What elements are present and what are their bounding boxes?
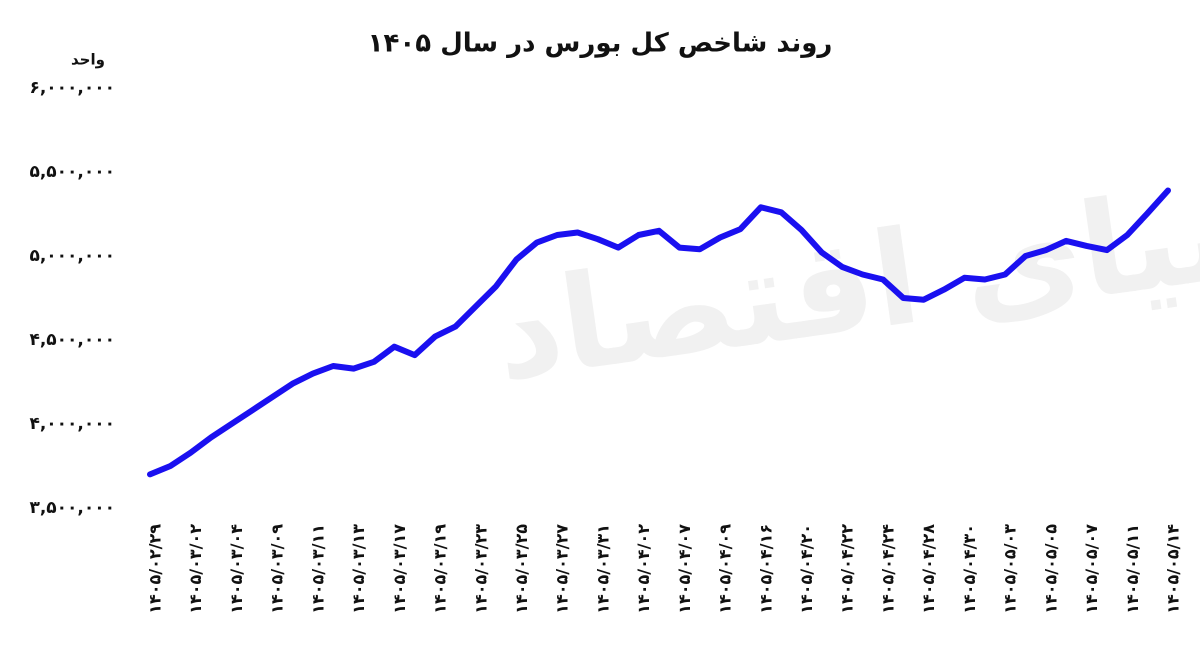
x-tick-label: ۱۴۰۵/۰۳/۳۱: [593, 524, 612, 614]
y-tick-label: ۴,۵۰۰,۰۰۰: [29, 330, 115, 350]
x-tick-label: ۱۴۰۵/۰۵/۱۱: [1123, 524, 1142, 614]
watermark: دنیای اقتصاد: [485, 147, 1200, 410]
x-tick-label: ۱۴۰۵/۰۳/۲۳: [471, 524, 490, 614]
y-tick-label: ۶,۰۰۰,۰۰۰: [29, 78, 115, 98]
x-tick-label: ۱۴۰۵/۰۴/۰۲: [634, 524, 653, 614]
series-line: [147, 187, 1171, 478]
x-tick-label: ۱۴۰۵/۰۴/۱۶: [756, 524, 775, 614]
x-tick-label: ۱۴۰۵/۰۳/۰۴: [227, 524, 246, 614]
x-tick-label: ۱۴۰۵/۰۴/۲۸: [919, 524, 938, 614]
x-tick-label: ۱۴۰۵/۰۴/۰۷: [675, 524, 694, 614]
x-tick-label: ۱۴۰۵/۰۴/۲۴: [878, 524, 897, 614]
x-tick-label: ۱۴۰۵/۰۳/۲۵: [512, 524, 531, 614]
x-tick-label: ۱۴۰۵/۰۳/۱۱: [308, 524, 327, 614]
x-tick-label: ۱۴۰۵/۰۳/۰۹: [268, 524, 287, 614]
x-tick-label: ۱۴۰۵/۰۴/۳۰: [960, 524, 979, 614]
x-tick-label: ۱۴۰۵/۰۴/۲۰: [797, 524, 816, 614]
x-tick-label: ۱۴۰۵/۰۴/۰۹: [716, 524, 735, 614]
x-tick-label: ۱۴۰۵/۰۲/۲۹: [146, 524, 165, 614]
chart-title: روند شاخص کل بورس در سال ۱۴۰۵: [368, 29, 833, 59]
x-tick-label: ۱۴۰۵/۰۴/۲۲: [838, 524, 857, 614]
y-tick-label: ۴,۰۰۰,۰۰۰: [29, 414, 115, 434]
x-tick-label: ۱۴۰۵/۰۳/۲۷: [553, 524, 572, 614]
x-tick-label: ۱۴۰۵/۰۳/۱۳: [349, 524, 368, 614]
x-tick-label: ۱۴۰۵/۰۳/۱۹: [431, 524, 450, 614]
x-tick-label: ۱۴۰۵/۰۵/۰۷: [1082, 524, 1101, 614]
y-tick-label: ۵,۰۰۰,۰۰۰: [29, 246, 115, 266]
x-tick-label: ۱۴۰۵/۰۳/۱۷: [390, 524, 409, 614]
x-tick-label: ۱۴۰۵/۰۳/۰۲: [186, 524, 205, 614]
x-tick-label: ۱۴۰۵/۰۵/۱۴: [1164, 524, 1183, 614]
y-tick-label: ۵,۵۰۰,۰۰۰: [29, 162, 115, 182]
y-tick-label: ۳,۵۰۰,۰۰۰: [29, 498, 115, 518]
x-tick-label: ۱۴۰۵/۰۵/۰۳: [1001, 524, 1020, 614]
x-tick-label: ۱۴۰۵/۰۵/۰۵: [1041, 524, 1060, 614]
y-axis-label: واحد: [71, 51, 105, 69]
